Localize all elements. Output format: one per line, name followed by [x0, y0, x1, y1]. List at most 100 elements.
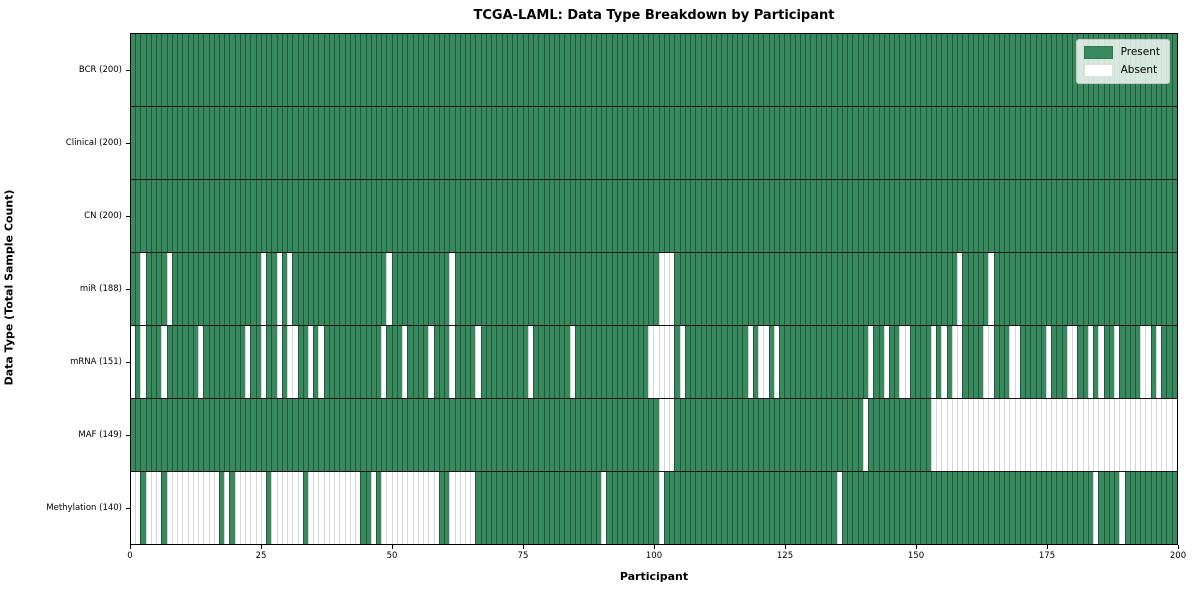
heatmap-cell	[622, 107, 628, 179]
heatmap-cell	[915, 326, 921, 398]
heatmap-cell	[485, 107, 492, 179]
heatmap-cell	[239, 180, 246, 252]
heatmap-cell	[1025, 472, 1031, 544]
heatmap-cell	[1082, 253, 1088, 325]
x-axis-title: Participant	[619, 570, 689, 583]
heatmap-cell	[815, 180, 821, 252]
heatmap-cell	[674, 399, 680, 471]
heatmap-cell	[590, 326, 596, 398]
heatmap-cell	[1161, 472, 1167, 544]
heatmap-cell	[501, 326, 507, 398]
heatmap-cell	[234, 34, 240, 106]
heatmap-cell	[245, 472, 251, 544]
heatmap-cell	[1061, 34, 1067, 106]
heatmap-cell	[449, 253, 455, 325]
heatmap-cell	[224, 399, 230, 471]
heatmap-cell	[1014, 253, 1020, 325]
heatmap-cell	[716, 472, 722, 544]
heatmap-cell	[742, 253, 748, 325]
heatmap-cell	[1035, 326, 1041, 398]
heatmap-cell	[543, 34, 549, 106]
heatmap-cell	[585, 107, 591, 179]
heatmap-cell	[465, 253, 471, 325]
x-tick-label: 50	[386, 551, 398, 561]
heatmap-cell	[941, 107, 947, 179]
heatmap-cell	[339, 399, 345, 471]
heatmap-cell	[307, 107, 314, 179]
heatmap-cell	[553, 399, 560, 471]
heatmap-cell	[559, 326, 565, 398]
heatmap-cell	[883, 180, 889, 252]
heatmap-cell	[711, 107, 717, 179]
heatmap-cell	[826, 107, 832, 179]
heatmap-cell	[250, 107, 256, 179]
heatmap-cell	[250, 180, 256, 252]
heatmap-cell	[527, 34, 534, 106]
heatmap-cell	[805, 180, 811, 252]
heatmap-cell	[904, 107, 910, 179]
heatmap-cell	[721, 180, 727, 252]
heatmap-cell	[407, 180, 413, 252]
heatmap-cell	[559, 180, 565, 252]
heatmap-cell	[1140, 107, 1146, 179]
heatmap-cell	[852, 472, 858, 544]
heatmap-cell	[1066, 107, 1073, 179]
heatmap-cell	[972, 253, 978, 325]
heatmap-cell	[307, 399, 314, 471]
heatmap-cell	[192, 399, 199, 471]
heatmap-cell	[506, 253, 513, 325]
heatmap-cell	[1119, 107, 1125, 179]
heatmap-cell	[815, 472, 821, 544]
heatmap-cell	[789, 326, 795, 398]
heatmap-cell	[1066, 472, 1073, 544]
heatmap-cell	[438, 180, 445, 252]
heatmap-cell	[1161, 253, 1167, 325]
heatmap-cell	[888, 107, 895, 179]
heatmap-cell	[1056, 107, 1062, 179]
heatmap-cell	[1098, 107, 1104, 179]
heatmap-cell	[1061, 326, 1067, 398]
heatmap-cell	[768, 107, 774, 179]
heatmap-cell	[925, 34, 931, 106]
heatmap-cell	[674, 253, 680, 325]
heatmap-cell	[642, 180, 649, 252]
heatmap-cell	[229, 326, 235, 398]
heatmap-cell	[423, 253, 429, 325]
heatmap-cell	[763, 326, 769, 398]
heatmap-cell	[177, 180, 183, 252]
heatmap-cell	[449, 34, 455, 106]
heatmap-cell	[307, 253, 314, 325]
heatmap-cell	[349, 107, 356, 179]
heatmap-cell	[737, 399, 743, 471]
heatmap-cell	[1056, 34, 1062, 106]
heatmap-cell	[182, 326, 188, 398]
heatmap-cell	[428, 107, 434, 179]
heatmap-cell	[302, 399, 308, 471]
y-tick-mark	[126, 69, 130, 71]
heatmap-cell	[517, 472, 523, 544]
heatmap-cell	[171, 253, 178, 325]
heatmap-cell	[909, 180, 916, 252]
heatmap-cell	[616, 399, 623, 471]
heatmap-cell	[847, 399, 853, 471]
heatmap-cell	[648, 107, 654, 179]
heatmap-cell	[198, 399, 204, 471]
legend-swatch-absent-icon	[1083, 64, 1113, 77]
heatmap-cell	[1135, 253, 1141, 325]
heatmap-cell	[218, 326, 225, 398]
heatmap-cell	[826, 326, 832, 398]
heatmap-cell	[852, 399, 858, 471]
heatmap-cell	[606, 253, 612, 325]
heatmap-cell	[213, 107, 219, 179]
heatmap-cell	[810, 399, 816, 471]
heatmap-cell	[1150, 472, 1156, 544]
heatmap-cell	[768, 399, 774, 471]
heatmap-cell	[663, 253, 670, 325]
heatmap-cell	[957, 326, 963, 398]
heatmap-cell	[1087, 253, 1094, 325]
heatmap-cell	[1124, 399, 1130, 471]
heatmap-cell	[266, 107, 272, 179]
heatmap-cell	[234, 180, 240, 252]
heatmap-cell	[862, 399, 869, 471]
heatmap-cell	[936, 326, 942, 398]
